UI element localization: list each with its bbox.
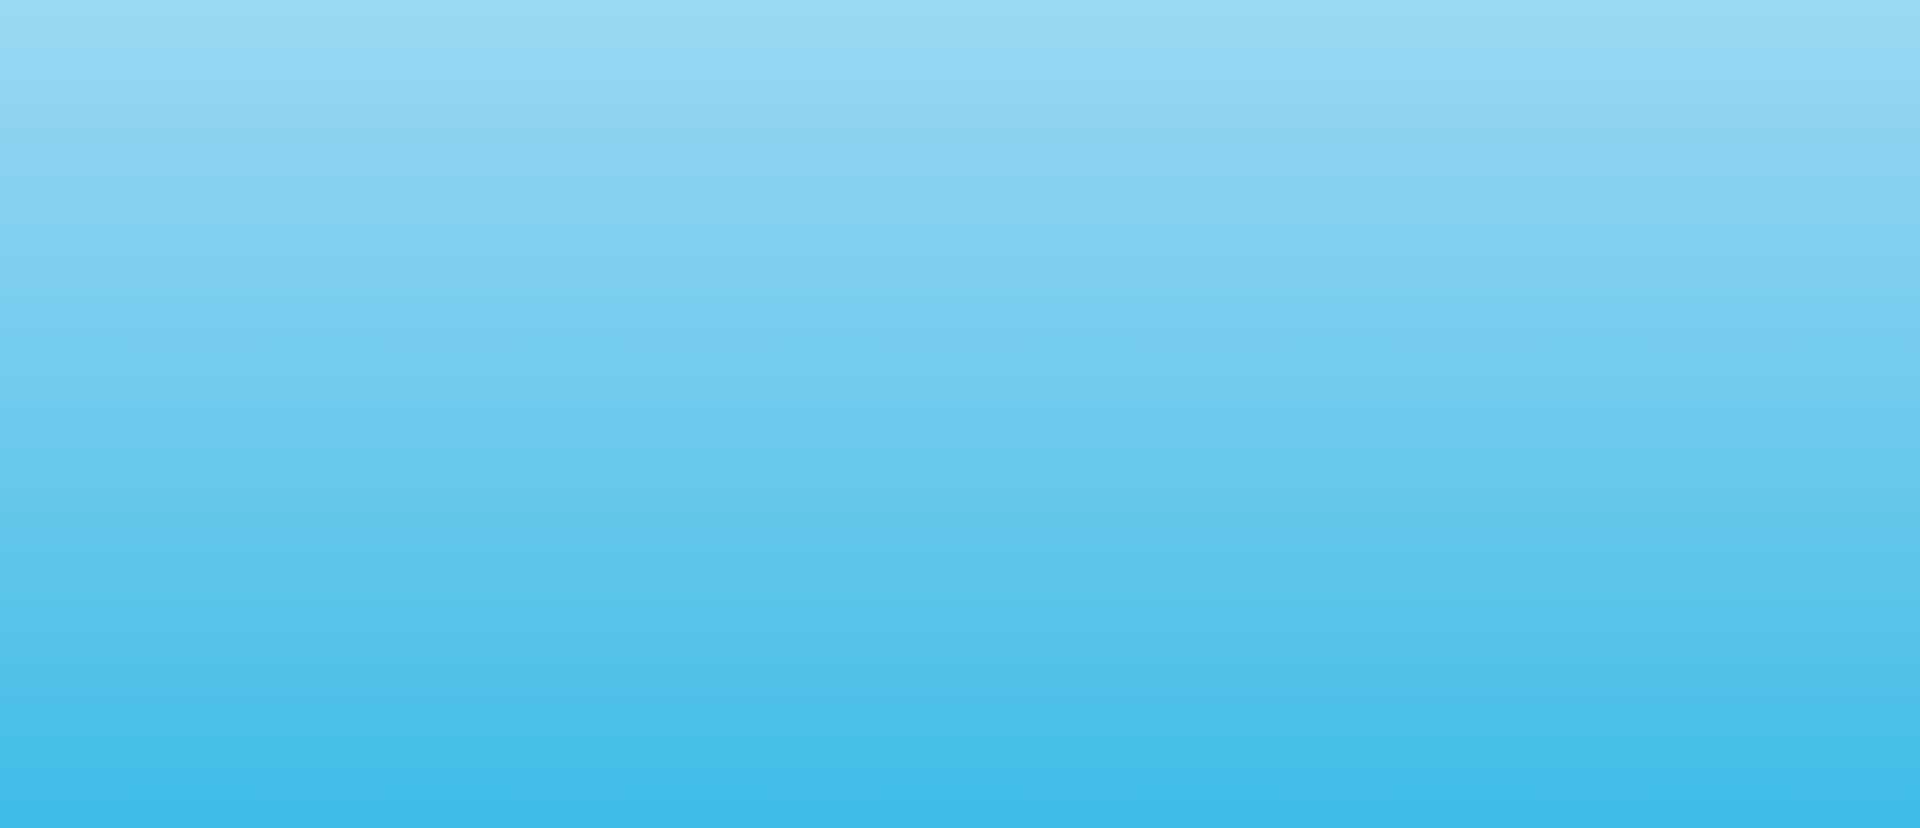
title-block: [0, 50, 1920, 66]
